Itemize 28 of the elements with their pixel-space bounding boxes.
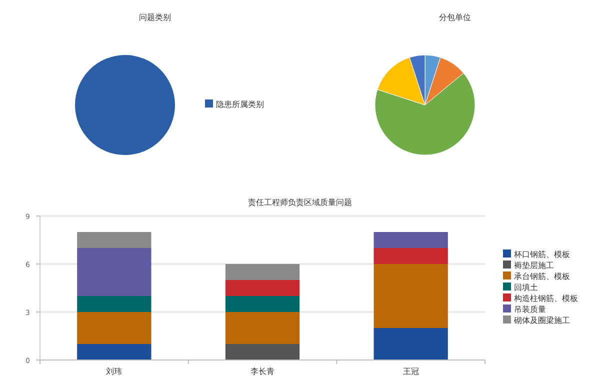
- x-tick-label: 王冠: [402, 367, 419, 376]
- bar: [77, 248, 152, 296]
- legend-label: 回填土: [514, 283, 538, 292]
- bar: [77, 312, 152, 344]
- bar: [77, 296, 152, 312]
- legend-label: 承台钢筋、模板: [514, 272, 570, 281]
- legend-label: 构造柱钢筋、模板: [513, 294, 578, 303]
- bar: [225, 264, 300, 280]
- chart-title: 分包单位: [439, 13, 471, 22]
- legend-label: 褥垫层施工: [514, 261, 554, 270]
- x-tick-label: 刘玮: [106, 367, 122, 376]
- legend-label: 砌体及圈梁施工: [513, 316, 570, 325]
- bar: [374, 248, 448, 264]
- bar: [77, 344, 152, 360]
- bar: [225, 280, 300, 296]
- bar: [374, 264, 448, 328]
- bar: [374, 232, 448, 248]
- legend-label: 吊装质量: [514, 305, 546, 314]
- bar: [77, 232, 152, 248]
- legend-label: 杯口钢筋、模板: [513, 250, 570, 259]
- chart-title: 问题类别: [139, 13, 171, 22]
- bar: [374, 328, 448, 360]
- x-tick-label: 李长青: [250, 367, 274, 376]
- bar: [225, 296, 300, 312]
- bar: [225, 312, 300, 344]
- legend-label: 隐患所属类别: [216, 100, 264, 109]
- bar: [225, 344, 300, 360]
- chart-title: 责任工程师负责区域质量问题: [248, 198, 352, 207]
